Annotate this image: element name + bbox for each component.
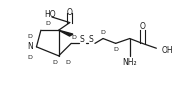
Polygon shape xyxy=(59,30,73,36)
Text: D: D xyxy=(66,60,71,65)
Text: O: O xyxy=(139,22,145,31)
Text: D: D xyxy=(28,55,32,60)
Text: NH₂: NH₂ xyxy=(122,58,137,67)
Text: D: D xyxy=(71,35,76,40)
Text: O: O xyxy=(67,8,73,17)
Text: OH: OH xyxy=(162,47,173,56)
Text: D: D xyxy=(45,22,50,26)
Text: HO: HO xyxy=(44,10,56,19)
Text: N: N xyxy=(28,42,33,51)
Text: D: D xyxy=(28,34,32,39)
Text: S: S xyxy=(80,35,85,44)
Text: D: D xyxy=(101,31,105,35)
Text: D: D xyxy=(53,60,57,65)
Text: S: S xyxy=(89,35,94,44)
Text: D: D xyxy=(113,47,118,52)
